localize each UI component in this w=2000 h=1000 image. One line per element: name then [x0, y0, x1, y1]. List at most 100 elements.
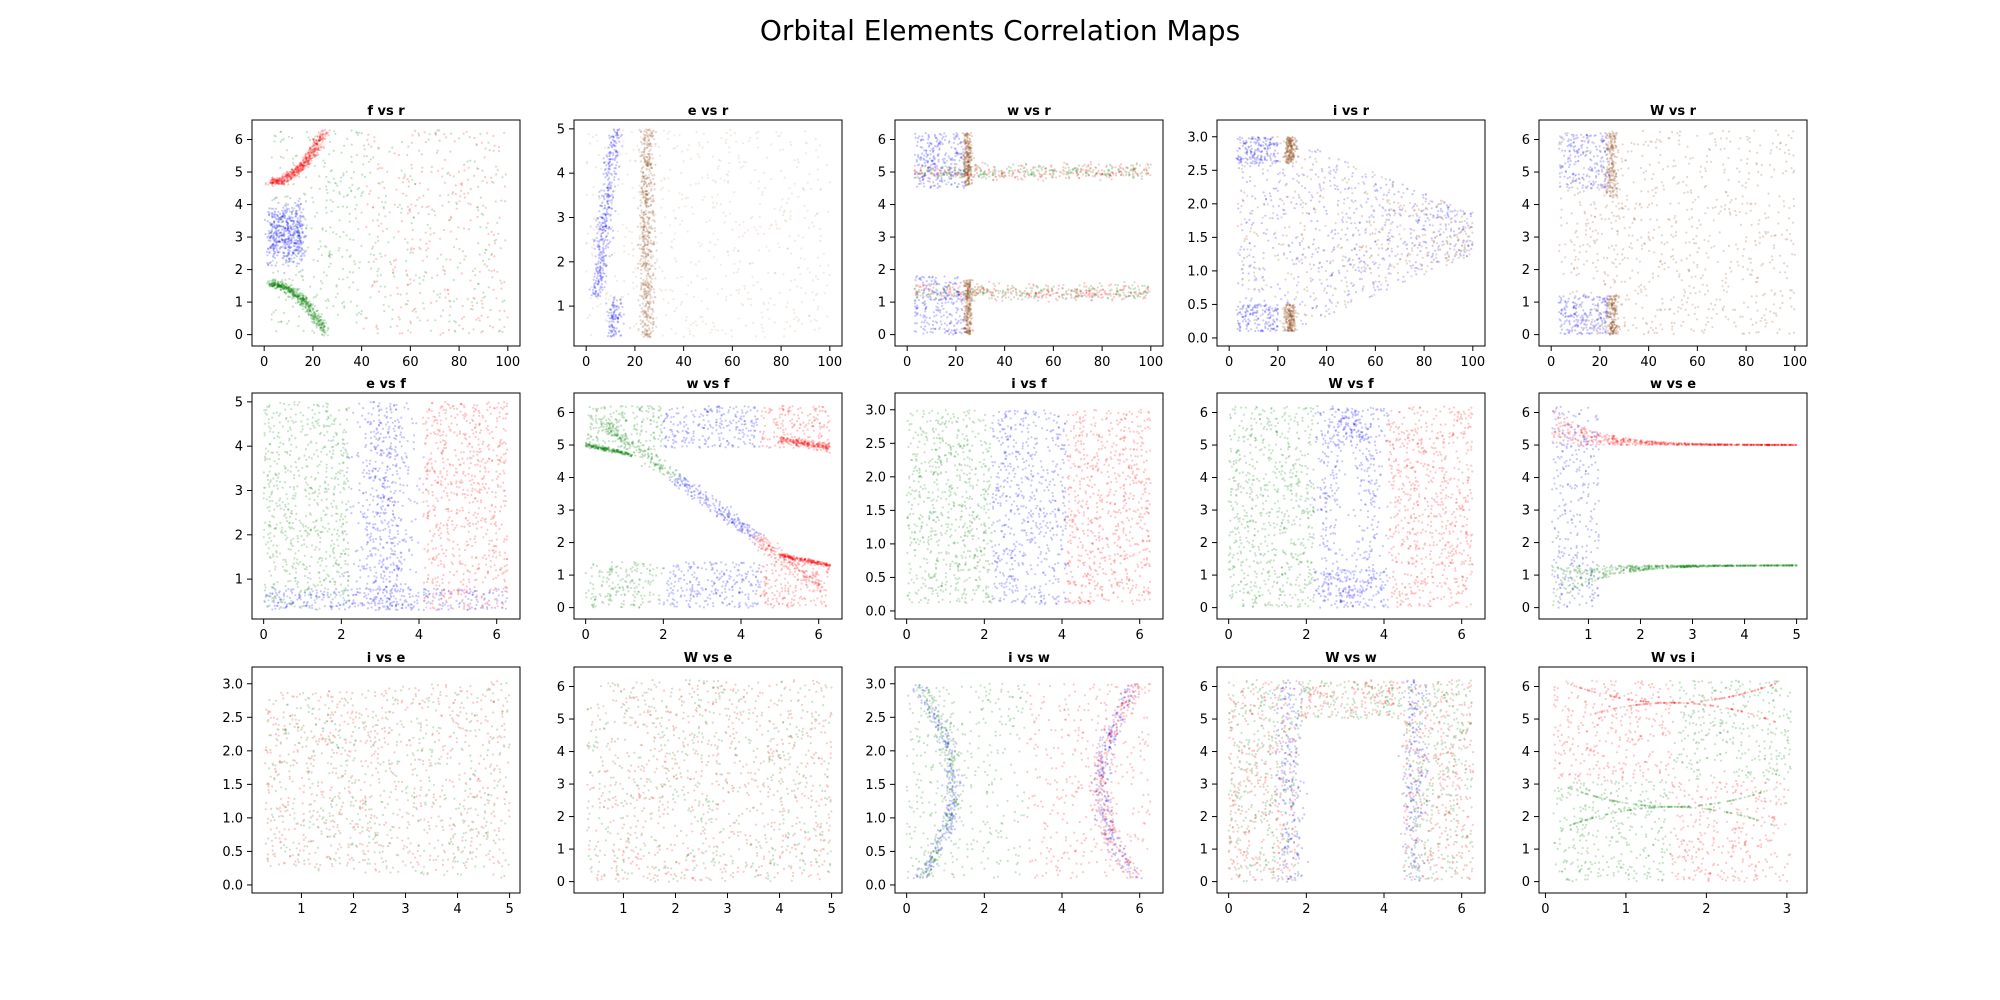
scatter-point [651, 274, 654, 277]
scatter-point [603, 160, 606, 164]
scatter-point [297, 271, 300, 274]
scatter-point [1088, 173, 1091, 177]
scatter-point [276, 283, 279, 286]
scatter-point [649, 181, 652, 184]
scatter-point [947, 285, 950, 288]
scatter-point [298, 208, 301, 211]
scatter-point [648, 236, 651, 239]
scatter-point [270, 224, 273, 227]
scatter-point [293, 296, 296, 299]
scatter-point [1061, 168, 1065, 172]
scatter-point [270, 156, 273, 159]
scatter-point [317, 319, 320, 322]
scatter-point [297, 242, 300, 245]
scatter-point [305, 298, 308, 301]
scatter-point [649, 163, 652, 166]
scatter-point [473, 297, 476, 300]
scatter-point [290, 239, 293, 242]
scatter-point [293, 170, 296, 173]
scatter-point [611, 229, 615, 232]
scatter-point [305, 176, 308, 179]
scatter-point [684, 205, 687, 208]
scatter-point [605, 302, 608, 305]
scatter-point [643, 178, 646, 181]
scatter-point [1088, 295, 1091, 298]
scatter-point [653, 183, 656, 186]
scatter-point [599, 266, 603, 269]
scatter-point [299, 162, 302, 166]
scatter-point [758, 202, 762, 206]
scatter-point [281, 178, 284, 181]
scatter-point [631, 248, 634, 251]
scatter-point [294, 168, 297, 171]
scatter-point [271, 243, 274, 246]
scatter-point [653, 220, 656, 223]
scatter-point [288, 277, 291, 281]
scatter-point [272, 284, 275, 287]
scatter-point [602, 264, 605, 267]
scatter-point [1114, 166, 1117, 169]
scatter-point [352, 271, 355, 274]
scatter-point [1001, 172, 1004, 175]
scatter-point [322, 146, 325, 149]
scatter-point [297, 230, 300, 233]
scatter-point [436, 149, 439, 152]
scatter-point [1060, 293, 1063, 296]
scatter-point [281, 281, 284, 285]
scatter-point [811, 291, 814, 294]
scatter-point [605, 186, 609, 189]
scatter-point [658, 288, 662, 291]
scatter-point [304, 161, 307, 164]
scatter-point [818, 327, 821, 330]
scatter-point [268, 221, 271, 224]
scatter-point [701, 320, 705, 323]
scatter-point [304, 156, 307, 159]
scatter-point [967, 296, 970, 299]
scatter-point [299, 161, 302, 164]
scatter-point [305, 160, 308, 163]
scatter-point [286, 222, 289, 225]
scatter-point [816, 212, 819, 215]
scatter-point [646, 300, 649, 303]
scatter-point [1125, 296, 1128, 299]
scatter-point [658, 154, 661, 157]
scatter-point [595, 219, 598, 222]
scatter-point [407, 145, 410, 148]
scatter-point [917, 284, 920, 287]
scatter-point [781, 148, 785, 151]
scatter-point [1034, 293, 1037, 296]
scatter-point [743, 284, 746, 288]
scatter-point [291, 171, 294, 174]
y-tick-label: 3 [235, 231, 243, 246]
scatter-point [298, 243, 301, 246]
scatter-point [315, 142, 319, 146]
scatter-point [473, 136, 476, 140]
scatter-point [312, 316, 315, 319]
scatter-point [271, 215, 274, 218]
scatter-point [608, 175, 611, 178]
scatter-point [1118, 170, 1121, 173]
scatter-point [641, 153, 644, 156]
scatter-point [296, 288, 300, 291]
scatter-point [290, 242, 293, 245]
scatter-point [412, 308, 416, 311]
scatter-point [643, 161, 646, 164]
scatter-point [642, 157, 646, 160]
scatter-point [274, 226, 277, 230]
scatter-point [604, 193, 607, 196]
scatter-point [608, 153, 611, 156]
scatter-point [299, 241, 303, 244]
scatter-point [268, 237, 272, 240]
scatter-point [1087, 289, 1090, 292]
scatter-point [1004, 296, 1007, 299]
scatter-point [267, 213, 271, 216]
scatter-point [597, 294, 600, 297]
scatter-point [1119, 173, 1122, 176]
scatter-point [357, 186, 361, 190]
scatter-point [613, 297, 616, 300]
scatter-point [611, 146, 614, 149]
scatter-point [643, 146, 647, 149]
scatter-point [587, 133, 590, 136]
scatter-point [602, 217, 605, 220]
scatter-point [697, 141, 701, 144]
